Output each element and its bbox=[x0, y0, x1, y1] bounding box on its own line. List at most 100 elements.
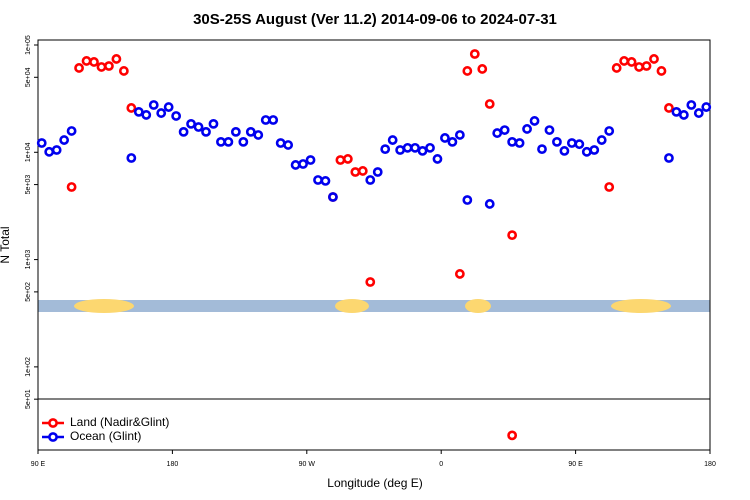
point bbox=[365, 277, 376, 287]
point bbox=[290, 160, 301, 170]
point bbox=[626, 57, 637, 67]
point bbox=[193, 122, 204, 132]
point bbox=[335, 155, 346, 165]
point bbox=[604, 182, 615, 192]
point bbox=[223, 136, 234, 147]
point bbox=[283, 140, 294, 150]
point bbox=[581, 146, 592, 157]
point bbox=[693, 108, 704, 118]
point bbox=[245, 126, 256, 137]
point bbox=[529, 116, 540, 126]
y-tick-label: 1e+04 bbox=[25, 142, 32, 162]
point bbox=[537, 144, 547, 155]
point bbox=[522, 124, 532, 134]
y-tick-label: 1e+02 bbox=[25, 357, 32, 377]
x-tick-label: 90 E bbox=[31, 461, 46, 468]
point bbox=[484, 99, 495, 109]
point bbox=[305, 155, 316, 165]
point bbox=[469, 49, 480, 59]
point bbox=[484, 199, 495, 209]
point bbox=[342, 154, 353, 164]
point bbox=[649, 54, 659, 64]
point bbox=[552, 136, 562, 147]
point bbox=[678, 110, 689, 120]
point bbox=[148, 100, 159, 110]
x-tick-label: 90 W bbox=[299, 461, 316, 468]
point bbox=[589, 145, 600, 155]
point bbox=[350, 167, 361, 177]
point bbox=[111, 54, 122, 64]
point bbox=[230, 126, 241, 137]
point bbox=[559, 146, 570, 156]
point bbox=[596, 135, 607, 145]
point bbox=[380, 144, 391, 155]
point bbox=[417, 146, 428, 156]
point bbox=[664, 103, 674, 113]
point bbox=[664, 153, 674, 163]
y-tick-label: 5e+03 bbox=[25, 175, 32, 195]
point bbox=[574, 139, 585, 150]
x-tick-label: 0 bbox=[439, 461, 443, 468]
point bbox=[425, 142, 435, 153]
y-tick-label: 5e+02 bbox=[25, 282, 32, 302]
point bbox=[566, 138, 577, 148]
point bbox=[454, 130, 465, 140]
point bbox=[81, 56, 92, 66]
point bbox=[51, 145, 62, 155]
chart-title: 30S-25S August (Ver 11.2) 2014-09-06 to … bbox=[193, 11, 557, 28]
point bbox=[402, 142, 413, 153]
point bbox=[372, 167, 383, 177]
x-tick-label: 180 bbox=[704, 461, 716, 468]
point bbox=[357, 166, 368, 176]
y-tick-label: 5e+04 bbox=[25, 67, 32, 87]
point bbox=[447, 136, 458, 147]
point bbox=[208, 118, 219, 129]
point bbox=[410, 142, 420, 153]
point bbox=[275, 138, 286, 148]
point bbox=[133, 106, 144, 117]
point bbox=[395, 145, 406, 155]
point bbox=[440, 133, 450, 143]
point bbox=[59, 135, 70, 145]
y-tick-label: 1e+05 bbox=[25, 35, 32, 55]
point bbox=[686, 100, 697, 110]
point bbox=[171, 111, 182, 121]
point bbox=[387, 135, 398, 145]
point bbox=[238, 136, 249, 147]
point bbox=[141, 110, 152, 120]
point bbox=[104, 61, 114, 71]
surface-strip bbox=[38, 299, 710, 313]
legend-label: Ocean (Glint) bbox=[70, 429, 141, 443]
point bbox=[216, 136, 226, 147]
point bbox=[328, 192, 338, 202]
point bbox=[126, 153, 137, 163]
point bbox=[454, 269, 465, 279]
point bbox=[74, 63, 84, 73]
point bbox=[701, 102, 712, 112]
point bbox=[36, 138, 47, 148]
point bbox=[462, 195, 473, 205]
point bbox=[634, 62, 644, 72]
point bbox=[507, 230, 518, 241]
point bbox=[507, 136, 518, 147]
y-tick-label: 1e+03 bbox=[25, 250, 32, 270]
point bbox=[320, 176, 331, 186]
point bbox=[66, 126, 77, 136]
point bbox=[178, 126, 189, 137]
point bbox=[118, 66, 129, 76]
point bbox=[163, 102, 174, 112]
point bbox=[656, 66, 667, 76]
point bbox=[544, 125, 555, 135]
legend-marker bbox=[48, 432, 58, 442]
point bbox=[462, 66, 473, 76]
point bbox=[260, 115, 271, 125]
point bbox=[604, 126, 615, 136]
point bbox=[156, 108, 167, 118]
legend-marker bbox=[48, 418, 58, 428]
point bbox=[432, 154, 443, 164]
plot-frame bbox=[37, 39, 711, 451]
point bbox=[253, 130, 264, 140]
point bbox=[44, 146, 55, 157]
point bbox=[313, 175, 323, 185]
